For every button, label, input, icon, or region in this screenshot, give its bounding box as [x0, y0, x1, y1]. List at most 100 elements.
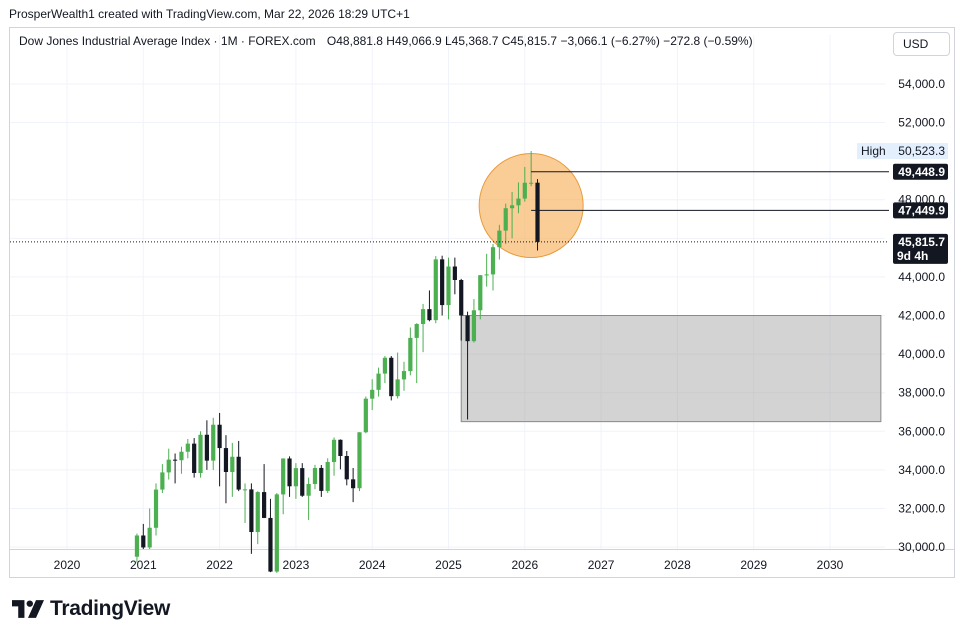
candle[interactable] — [255, 491, 260, 545]
candle[interactable] — [344, 450, 349, 486]
candle[interactable] — [363, 396, 368, 434]
candle[interactable] — [503, 203, 508, 245]
candle[interactable] — [312, 464, 318, 490]
x-tick-label: 2025 — [435, 558, 462, 572]
candle[interactable] — [192, 438, 197, 478]
candle[interactable] — [153, 483, 159, 536]
candle-body — [535, 182, 540, 242]
candle[interactable] — [414, 323, 419, 384]
candle[interactable] — [147, 508, 152, 549]
candle[interactable] — [338, 439, 343, 470]
candle-body — [312, 467, 318, 484]
price-tags: High 50,523.3 49,448.9 47,449.9 45,815.79d 4… — [857, 143, 948, 264]
candle[interactable] — [198, 431, 203, 478]
candle-body — [357, 432, 362, 489]
candle[interactable] — [522, 166, 527, 202]
candle[interactable] — [440, 255, 445, 316]
candle[interactable] — [293, 463, 298, 499]
candle[interactable] — [134, 533, 140, 563]
candle[interactable] — [465, 311, 470, 420]
candle[interactable] — [376, 367, 381, 397]
candle[interactable] — [484, 253, 489, 287]
candle[interactable] — [382, 356, 388, 384]
candle-body — [522, 182, 527, 199]
candle[interactable] — [274, 493, 279, 573]
candle[interactable] — [230, 442, 235, 497]
candle[interactable] — [408, 327, 413, 376]
candle[interactable] — [281, 458, 286, 515]
candle-body — [427, 309, 432, 321]
currency-button[interactable]: USD — [893, 32, 950, 56]
candle[interactable] — [319, 465, 324, 497]
candle[interactable] — [204, 420, 209, 470]
candle[interactable] — [452, 257, 457, 295]
level-2-tag-bg — [893, 202, 948, 219]
x-tick-label: 2028 — [664, 558, 691, 572]
candle[interactable] — [249, 483, 254, 554]
candle[interactable] — [223, 435, 229, 504]
candle-body — [490, 247, 496, 275]
candle-body — [293, 468, 298, 487]
candle-body — [509, 205, 515, 209]
candle[interactable] — [427, 290, 432, 322]
symbol-name[interactable]: Dow Jones Industrial Average Index · 1M … — [19, 34, 316, 48]
candle-body — [147, 527, 152, 548]
candle[interactable] — [535, 179, 540, 251]
y-tick-label: 36,000.0 — [898, 424, 945, 438]
candle[interactable] — [459, 278, 464, 341]
candle[interactable] — [433, 256, 438, 324]
candle[interactable] — [185, 439, 190, 459]
candle[interactable] — [172, 453, 178, 484]
candle-body — [179, 451, 184, 461]
candle[interactable] — [389, 356, 394, 401]
candle-body — [471, 310, 477, 342]
candle[interactable] — [420, 303, 426, 353]
candle[interactable] — [331, 437, 337, 476]
candle[interactable] — [166, 448, 171, 480]
candle[interactable] — [268, 498, 273, 573]
candle-body — [300, 468, 305, 496]
support-zone-box[interactable] — [460, 315, 882, 423]
candle-body — [287, 458, 292, 487]
candle[interactable] — [141, 523, 146, 549]
candle[interactable] — [351, 467, 356, 503]
candle[interactable] — [262, 464, 267, 519]
candle[interactable] — [179, 446, 184, 474]
candle[interactable] — [325, 458, 330, 494]
candle-body — [459, 280, 464, 316]
candle[interactable] — [242, 483, 248, 523]
candle-body — [134, 535, 140, 557]
candle[interactable] — [401, 361, 407, 391]
y-tick-label: 54,000.0 — [898, 77, 945, 91]
candle-body — [230, 456, 235, 473]
y-tick-label: 32,000.0 — [898, 501, 945, 515]
last-price-tag-bg — [893, 233, 948, 264]
candle[interactable] — [211, 417, 216, 470]
candle-body — [198, 434, 203, 473]
candle[interactable] — [217, 412, 222, 487]
candle[interactable] — [300, 463, 305, 497]
candle[interactable] — [490, 244, 496, 291]
candle-body — [465, 315, 470, 342]
candle[interactable] — [357, 432, 362, 492]
candle[interactable] — [516, 182, 521, 214]
candle[interactable] — [509, 192, 515, 239]
candle[interactable] — [306, 477, 311, 521]
symbol-legend[interactable]: Dow Jones Industrial Average Index · 1M … — [19, 34, 753, 48]
candle[interactable] — [395, 352, 400, 399]
candle[interactable] — [370, 379, 375, 411]
x-tick-label: 2027 — [588, 558, 615, 572]
candle[interactable] — [287, 456, 292, 497]
candle-body — [478, 275, 483, 311]
candle[interactable] — [160, 464, 165, 494]
candle-body — [370, 389, 375, 399]
candle-body — [433, 259, 438, 321]
candle[interactable] — [236, 440, 241, 492]
candle[interactable] — [446, 257, 451, 320]
candle[interactable] — [478, 274, 483, 320]
candle[interactable] — [529, 151, 534, 187]
candle[interactable] — [471, 299, 477, 343]
candle-body — [484, 274, 489, 276]
candle-body — [351, 479, 356, 489]
